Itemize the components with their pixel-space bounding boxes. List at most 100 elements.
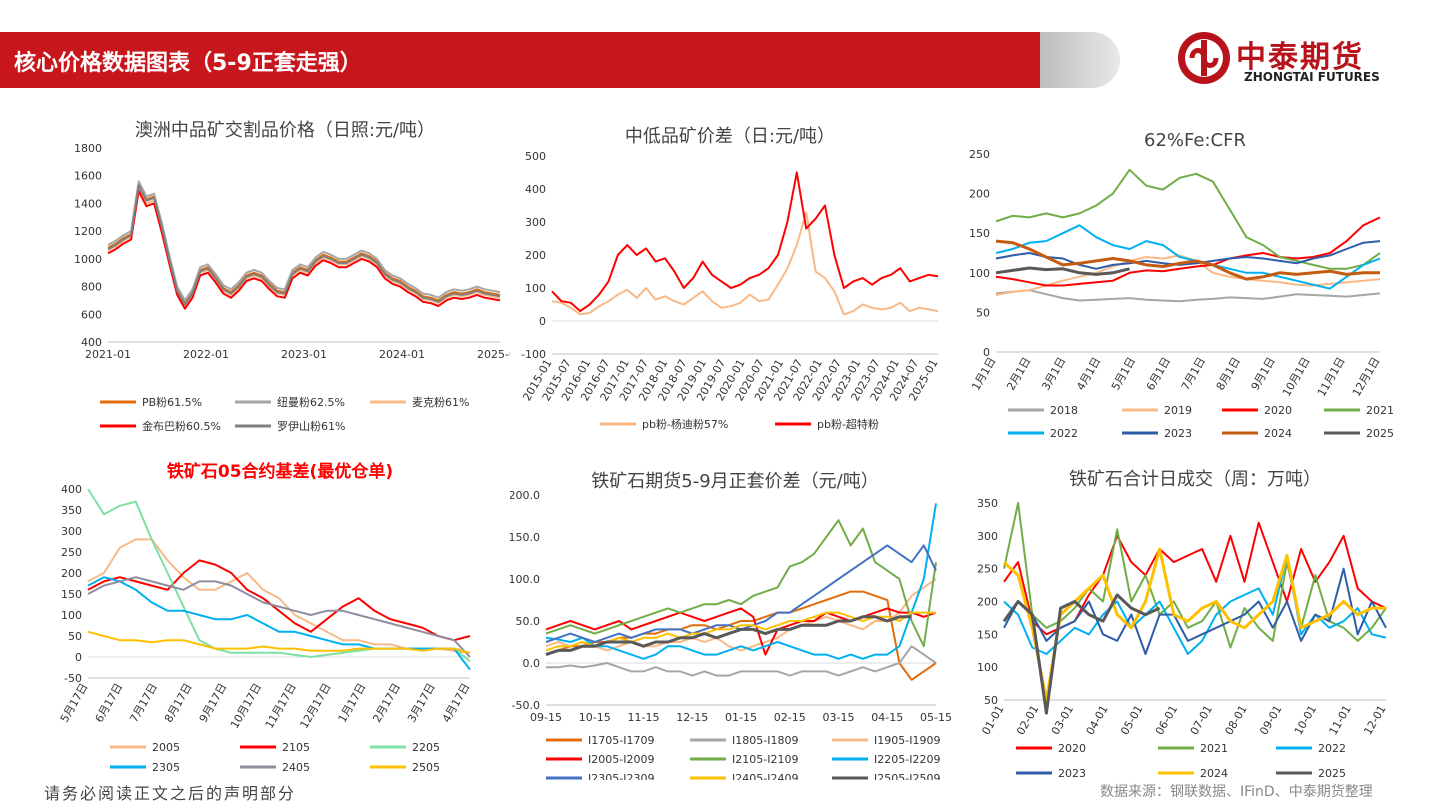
y-tick-label: -50 (64, 672, 82, 685)
y-tick-label: 400 (81, 336, 102, 349)
y-tick-label: 150.0 (510, 531, 540, 544)
legend-label: I1805-I1809 (732, 734, 798, 747)
data-source-text: 数据来源：钢联数据、IFinD、中泰期货整理 (1100, 784, 1373, 800)
legend-label: 2505 (412, 761, 440, 774)
x-tick-label: 11-01 (1327, 703, 1354, 737)
legend-label: 2018 (1050, 404, 1078, 417)
legend-label: 2020 (1058, 742, 1086, 755)
company-logo: 中泰期货 ZHONGTAI FUTURES (1176, 30, 1416, 90)
y-tick-label: 300 (61, 525, 82, 538)
y-tick-label: 300 (525, 216, 546, 229)
chart-daily-volume: 铁矿石合计日成交（周：万吨） 50 100 150 200 250 300 350 01-01 0… (977, 469, 1389, 780)
x-tick-label: 3月17日 (405, 681, 438, 725)
x-tick-label: 11月17日 (263, 681, 299, 731)
series-line-I2505-I2509 (545, 615, 912, 657)
y-tick-label: 150 (969, 227, 990, 240)
y-tick-label: 50 (68, 630, 82, 643)
page-title: 核心价格数据图表（5-9正套走强） (14, 51, 362, 76)
legend-label: 2105 (282, 741, 310, 754)
x-tick-label: 10月1日 (1280, 355, 1313, 399)
series-line-2018 (995, 289, 1381, 303)
legend-label: 2024 (1264, 427, 1292, 440)
x-tick-label: 02-01 (1014, 703, 1041, 737)
chart-62fe-cfr: 62%Fe:CFR 0 50 100 150 200 250 1月1日 2月1日 3月1日 4月1日… (969, 130, 1394, 440)
chart-title: 铁矿石合计日成交（周：万吨） (1069, 469, 1321, 490)
legend-label: I2005-I2009 (588, 753, 654, 766)
y-tick-label: 250 (61, 546, 82, 559)
x-tick-label: 10月17日 (228, 681, 264, 731)
series-line-纽曼粉62.5% (107, 180, 501, 302)
series-line-pb粉-超特粉 (551, 171, 939, 313)
legend-label: 2023 (1164, 427, 1192, 440)
x-tick-label: 1月1日 (969, 355, 998, 393)
x-tick-label: 2025-01 (477, 348, 510, 361)
x-tick-label: 12-15 (676, 711, 708, 724)
y-tick-label: 200 (969, 188, 990, 201)
chart-5-9-spread: 铁矿石期货5-9月正套价差（元/吨） -50.0 0.0 50.0 100.0 150.0… (510, 471, 952, 780)
y-tick-label: 100.0 (510, 573, 540, 586)
legend-label: I2305-I2309 (588, 772, 654, 780)
disclaimer-text: 请务必阅读正文之后的声明部分 (44, 784, 297, 803)
legend-label: 金布巴粉60.5% (142, 419, 221, 433)
x-tick-label: 08-01 (1222, 703, 1249, 737)
y-tick-label: 1800 (74, 142, 102, 155)
y-tick-label: 100 (977, 661, 998, 674)
y-tick-label: 0 (983, 346, 990, 359)
y-tick-label: 150 (977, 628, 998, 641)
x-tick-label: 5月17日 (58, 681, 91, 725)
series-line-罗伊山粉61% (107, 184, 501, 306)
x-tick-label: 03-01 (1049, 703, 1076, 737)
y-tick-label: 800 (81, 281, 102, 294)
series-line-I2205-I2209 (545, 503, 937, 660)
y-tick-label: 300 (977, 530, 998, 543)
legend-label: 2305 (152, 761, 180, 774)
y-tick-label: 200.0 (510, 489, 540, 502)
chart-05-basis: 铁矿石05合约基差(最优仓单) -50 0 50 100 150 200 250 300 350 4… (58, 461, 473, 774)
series-line-I1805-I1809 (546, 645, 937, 677)
x-tick-label: 9月17日 (197, 681, 230, 725)
x-tick-label: 3月1日 (1039, 355, 1068, 393)
x-tick-label: 12月17日 (297, 681, 333, 731)
x-tick-label: 10-15 (579, 711, 611, 724)
y-tick-label: 150 (61, 588, 82, 601)
legend-label: 2205 (412, 741, 440, 754)
x-tick-label: 4月17日 (440, 681, 473, 725)
x-tick-label: 4月1日 (1074, 355, 1103, 393)
series-line-I2105-I2109 (545, 519, 937, 648)
x-tick-label: 12-01 (1361, 703, 1388, 737)
series-line-2024 (995, 239, 1380, 281)
header-shadow (1040, 32, 1120, 88)
legend-label: PB粉61.5% (142, 396, 202, 409)
legend-label: I2105-I2109 (732, 753, 798, 766)
legend-label: 2019 (1164, 404, 1192, 417)
legend-label: 麦克粉61% (412, 396, 469, 409)
legend-label: 2022 (1318, 742, 1346, 755)
y-tick-label: 350 (977, 497, 998, 510)
x-tick-label: 2月1日 (1004, 355, 1033, 393)
legend-label: I2405-I2409 (732, 772, 798, 780)
x-tick-label: 02-15 (774, 711, 806, 724)
legend-label: I2505-I2509 (874, 772, 940, 780)
y-tick-label: 50 (976, 306, 990, 319)
x-tick-label: 07-01 (1188, 703, 1215, 737)
logo-mark-icon (1178, 32, 1230, 84)
x-tick-label: 2021-01 (85, 348, 131, 361)
x-tick-label: 8月1日 (1214, 355, 1243, 393)
chart-grade-spread: 中低品矿价差（日:元/吨）-10001002003004005002015-01… (520, 126, 940, 431)
x-tick-label: 12月1日 (1350, 355, 1383, 399)
series-line-I1905-I1909 (545, 578, 937, 652)
y-tick-label: 250 (969, 148, 990, 161)
chart-title: 62%Fe:CFR (1144, 130, 1246, 151)
y-tick-label: 600 (81, 308, 102, 321)
y-tick-label: 100 (525, 282, 546, 295)
x-tick-label: 11-15 (628, 711, 660, 724)
legend-label: 2025 (1318, 767, 1346, 780)
x-tick-label: 6月17日 (93, 681, 126, 725)
series-line-2024 (1002, 547, 1386, 702)
y-tick-label: 1000 (74, 253, 102, 266)
logo-chinese-name: 中泰期货 (1236, 40, 1364, 75)
y-tick-label: 0.0 (523, 657, 541, 670)
legend-label: pb粉-杨迪粉57% (642, 417, 728, 431)
chart-title: 铁矿石05合约基差(最优仓单) (167, 461, 393, 482)
series-line-2305 (87, 576, 471, 671)
